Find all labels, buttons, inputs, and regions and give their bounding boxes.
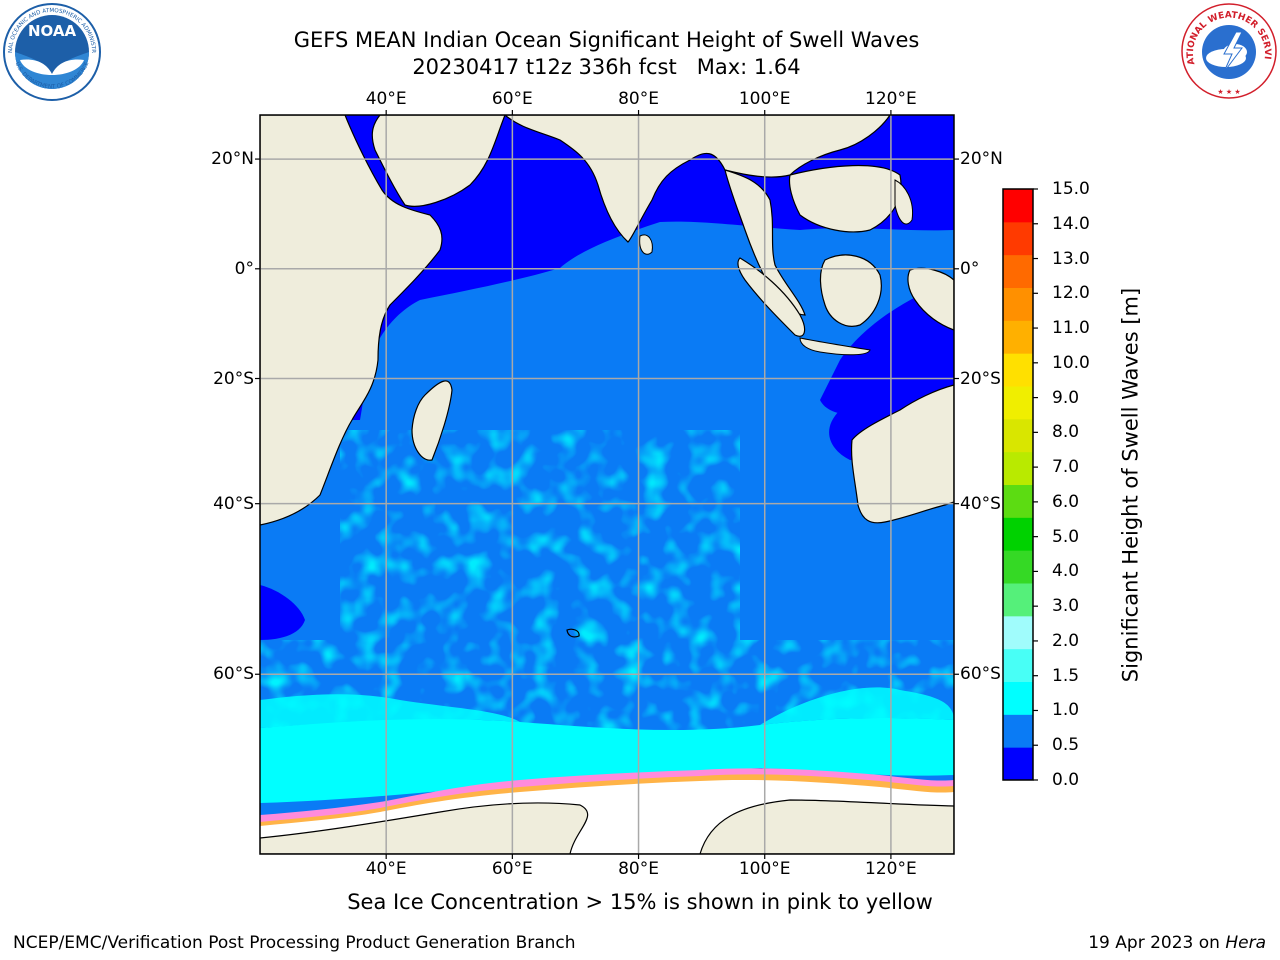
colorbar-tick-label: 4.0	[1052, 561, 1080, 582]
lat-label-right: 20°S	[960, 368, 1001, 389]
footer-date: 19 Apr 2023 on Hera	[1088, 932, 1266, 954]
lon-label-top: 40°E	[365, 89, 407, 109]
lat-label-right: 60°S	[960, 664, 1001, 685]
footer-date-text: 19 Apr 2023 on	[1088, 933, 1226, 953]
colorbar-tick-label: 15.0	[1052, 179, 1090, 199]
colorbar-tick-label: 0.5	[1052, 735, 1080, 756]
colorbar-tick-label: 7.0	[1052, 457, 1080, 478]
colorbar-tick-label: 8.0	[1052, 422, 1080, 443]
lat-label-left: 0°	[234, 258, 254, 279]
footer-credit: NCEP/EMC/Verification Post Processing Pr…	[13, 933, 576, 953]
graticule	[260, 115, 954, 854]
sumatra	[737, 257, 806, 337]
lon-label-top: 100°E	[738, 89, 791, 109]
swell-band-south	[260, 717, 954, 803]
lat-label-left: 40°S	[213, 493, 254, 514]
map-subtitle: 20230417 t12z 336h fcst Max: 1.64	[412, 55, 801, 79]
lon-label-top: 60°E	[491, 89, 533, 109]
lon-label-top: 120°E	[865, 89, 917, 109]
arabian-peninsula	[371, 115, 506, 207]
colorbar-tick-label: 1.5	[1052, 665, 1080, 686]
colorbar-tick-label: 14.0	[1052, 213, 1090, 234]
kerguelen-island	[566, 628, 580, 638]
noaa-logo-name: NOAA	[28, 22, 77, 40]
colorbar-tick-label: 10.0	[1052, 352, 1090, 373]
lon-label-top: 80°E	[618, 89, 659, 109]
nws-stars-icon: ★ ★ ★	[1217, 88, 1240, 96]
lon-label-bottom: 120°E	[865, 859, 917, 879]
colorbar-tick-label: 13.0	[1052, 248, 1090, 269]
lat-label-right: 40°S	[960, 493, 1001, 514]
lon-label-bottom: 40°E	[365, 859, 407, 879]
antarctica	[260, 799, 954, 854]
map-frame	[259, 114, 955, 855]
colorbar-tick-label: 2.0	[1052, 630, 1080, 651]
noaa-emblem-icon: NOAA NATIONAL OCEANIC AND ATMOSPHERIC AD…	[0, 0, 101, 101]
footer-machine: Hera	[1225, 933, 1266, 953]
colorbar-tick-label: 9.0	[1052, 387, 1080, 408]
swell-low-southwest	[260, 585, 305, 640]
map-title: GEFS MEAN Indian Ocean Significant Heigh…	[293, 28, 920, 52]
nws-emblem-icon: NATIONAL WEATHER SERVICE ★ ★ ★	[1176, 0, 1277, 99]
colorbar-label: Significant Height of Swell Waves [m]	[1118, 287, 1143, 683]
lon-label-bottom: 100°E	[738, 859, 791, 879]
noaa-logo: NOAA NATIONAL OCEANIC AND ATMOSPHERIC AD…	[0, 0, 102, 102]
colorbar-tick-label: 1.0	[1052, 700, 1080, 721]
lon-label-bottom: 60°E	[491, 859, 533, 879]
colorbar-tick-label: 5.0	[1052, 526, 1080, 547]
lat-label-left: 20°S	[213, 368, 254, 389]
colorbar-tick-label: 6.0	[1052, 491, 1080, 512]
australia	[850, 384, 954, 524]
colorbar-tick-label: 3.0	[1052, 596, 1080, 617]
madagascar	[411, 380, 453, 461]
lon-label-bottom: 80°E	[618, 859, 659, 879]
lat-label-right: 0°	[960, 258, 980, 279]
lat-label-left: 20°N	[211, 149, 254, 170]
swell-patches-mid	[340, 430, 740, 640]
sea-ice-caption: Sea Ice Concentration > 15% is shown in …	[347, 890, 933, 914]
colorbar-tick-label: 0.0	[1052, 770, 1080, 790]
colorbar-tick-label: 12.0	[1052, 283, 1090, 304]
lat-label-left: 60°S	[213, 664, 254, 685]
colorbar-tick-label: 11.0	[1052, 318, 1090, 339]
lat-label-right: 20°N	[960, 149, 1003, 170]
nws-logo: NATIONAL WEATHER SERVICE ★ ★ ★	[1176, 0, 1278, 100]
borneo	[819, 254, 882, 327]
